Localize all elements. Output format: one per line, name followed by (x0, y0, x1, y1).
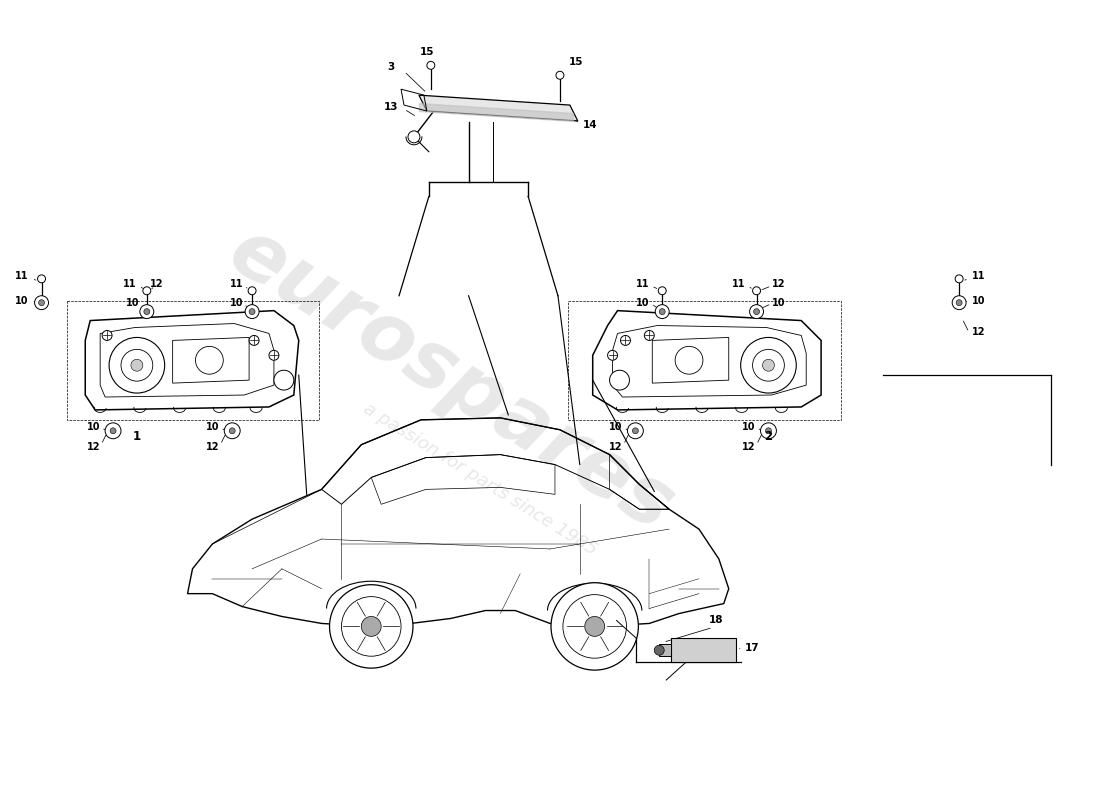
Circle shape (245, 305, 258, 318)
Circle shape (341, 597, 402, 656)
Circle shape (106, 423, 121, 438)
Text: 14: 14 (582, 120, 597, 130)
Text: a passion for parts since 1985: a passion for parts since 1985 (361, 400, 601, 559)
Circle shape (754, 309, 759, 314)
Circle shape (654, 646, 664, 655)
Text: 11: 11 (15, 271, 29, 281)
Circle shape (955, 275, 964, 283)
Text: 15: 15 (419, 47, 435, 58)
Circle shape (760, 423, 777, 438)
Circle shape (620, 335, 630, 346)
Circle shape (140, 305, 154, 318)
Circle shape (274, 370, 294, 390)
Circle shape (121, 350, 153, 381)
Circle shape (749, 305, 763, 318)
Polygon shape (659, 644, 671, 656)
Circle shape (740, 338, 796, 393)
Circle shape (563, 594, 627, 658)
Circle shape (39, 300, 44, 306)
Circle shape (131, 359, 143, 371)
Circle shape (408, 131, 420, 142)
Text: 11: 11 (123, 279, 136, 289)
Circle shape (953, 296, 966, 310)
Text: 10: 10 (636, 298, 649, 308)
Circle shape (607, 350, 617, 360)
Text: 10: 10 (126, 298, 140, 308)
Circle shape (34, 296, 48, 310)
Circle shape (658, 286, 667, 294)
Text: 12: 12 (741, 442, 756, 452)
Text: 17: 17 (746, 643, 760, 654)
Circle shape (585, 617, 605, 636)
Circle shape (361, 617, 382, 636)
Text: 12: 12 (206, 442, 219, 452)
Polygon shape (419, 95, 578, 121)
Circle shape (752, 350, 784, 381)
Text: 10: 10 (15, 296, 29, 306)
Circle shape (249, 286, 256, 294)
Text: 11: 11 (636, 279, 649, 289)
Circle shape (956, 300, 962, 306)
Circle shape (659, 309, 666, 314)
Circle shape (224, 423, 240, 438)
Circle shape (427, 62, 434, 70)
Text: 13: 13 (384, 102, 398, 112)
Text: 15: 15 (569, 58, 583, 67)
Text: 12: 12 (772, 279, 785, 289)
Text: 12: 12 (150, 279, 164, 289)
Text: 10: 10 (772, 298, 785, 308)
Circle shape (109, 338, 165, 393)
Text: 11: 11 (230, 279, 243, 289)
Text: 10: 10 (608, 422, 623, 432)
Text: 12: 12 (608, 442, 623, 452)
Text: 3: 3 (387, 62, 395, 72)
Text: 12: 12 (87, 442, 100, 452)
Text: eurospares: eurospares (214, 212, 688, 548)
Circle shape (102, 330, 112, 341)
Text: 12: 12 (972, 327, 986, 338)
Text: 10: 10 (230, 298, 243, 308)
Circle shape (675, 346, 703, 374)
Text: 10: 10 (972, 296, 986, 306)
Text: 1: 1 (133, 430, 141, 443)
Circle shape (110, 428, 115, 434)
Circle shape (144, 309, 150, 314)
Circle shape (37, 275, 45, 283)
Text: 10: 10 (206, 422, 219, 432)
Circle shape (762, 359, 774, 371)
Circle shape (656, 305, 669, 318)
Text: 11: 11 (972, 271, 986, 281)
Circle shape (143, 286, 151, 294)
Circle shape (609, 370, 629, 390)
Circle shape (752, 286, 760, 294)
Circle shape (249, 309, 255, 314)
Text: 10: 10 (87, 422, 100, 432)
Circle shape (551, 582, 638, 670)
Polygon shape (671, 638, 736, 662)
Text: 18: 18 (708, 615, 723, 626)
Circle shape (229, 428, 235, 434)
Circle shape (645, 330, 654, 341)
Circle shape (196, 346, 223, 374)
Circle shape (556, 71, 564, 79)
Circle shape (330, 585, 412, 668)
Circle shape (270, 350, 279, 360)
Circle shape (627, 423, 644, 438)
Text: 10: 10 (741, 422, 756, 432)
Circle shape (249, 335, 258, 346)
Circle shape (766, 428, 771, 434)
Text: 2: 2 (764, 430, 772, 443)
Text: 11: 11 (732, 279, 746, 289)
Circle shape (632, 428, 638, 434)
